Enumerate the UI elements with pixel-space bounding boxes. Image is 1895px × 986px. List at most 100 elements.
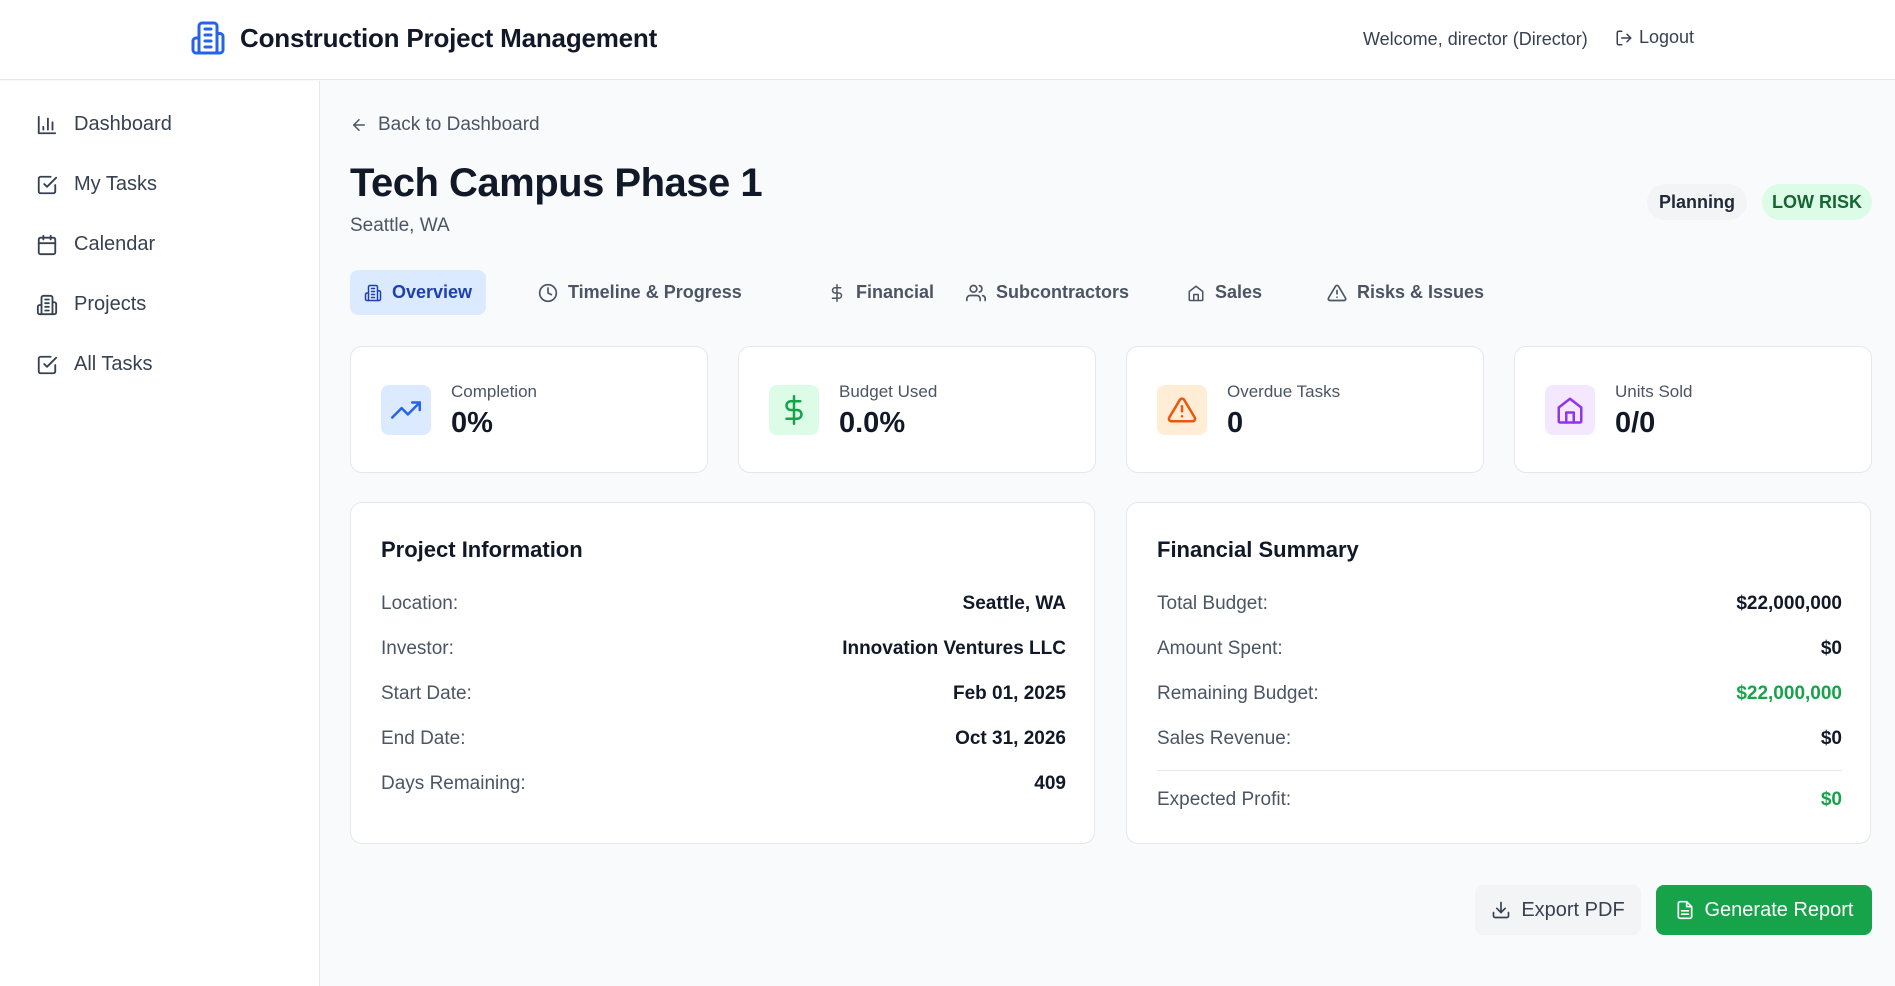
app-title: Construction Project Management (240, 22, 658, 53)
sidebar-item-calendar[interactable]: Calendar (36, 233, 155, 256)
tab-label: Subcontractors (996, 282, 1130, 302)
dollar-icon (828, 283, 846, 303)
dollar-icon (769, 385, 819, 435)
status-badge: Planning (1647, 184, 1747, 220)
back-label: Back to Dashboard (378, 114, 540, 135)
warning-icon (1327, 283, 1347, 303)
info-row-location: Location: Seattle, WA (381, 593, 1066, 615)
info-label: Start Date: (381, 683, 472, 704)
sidebar: Dashboard My Tasks Calendar Projects All… (0, 81, 320, 986)
card-title: Financial Summary (1157, 537, 1359, 562)
finance-label: Total Budget: (1157, 593, 1268, 614)
home-icon (1187, 284, 1205, 302)
info-label: Days Remaining: (381, 773, 526, 794)
tab-risks-issues[interactable]: Risks & Issues (1327, 270, 1484, 315)
building-icon (364, 284, 382, 302)
stat-card-completion: Completion 0% (350, 346, 708, 473)
finance-value: $22,000,000 (1736, 683, 1842, 704)
back-to-dashboard-link[interactable]: Back to Dashboard (350, 114, 540, 136)
finance-value: $0 (1820, 728, 1842, 749)
generate-report-button[interactable]: Generate Report (1656, 885, 1872, 935)
trending-up-icon (381, 385, 431, 435)
info-value: Feb 01, 2025 (952, 683, 1066, 704)
building-icon (190, 18, 226, 58)
stat-card-overdue-tasks: Overdue Tasks 0 (1126, 346, 1484, 473)
file-text-icon (1675, 900, 1695, 920)
tab-label: Risks & Issues (1357, 282, 1485, 302)
building-icon (36, 294, 58, 316)
finance-label: Amount Spent: (1157, 638, 1283, 659)
warning-icon (1157, 385, 1207, 435)
stat-card-budget-used: Budget Used 0.0% (738, 346, 1096, 473)
info-row-investor: Investor: Innovation Ventures LLC (381, 638, 1066, 660)
tab-bar: Overview Timeline & Progress Financial S… (350, 270, 1890, 315)
sidebar-item-my-tasks[interactable]: My Tasks (36, 173, 157, 196)
tab-financial[interactable]: Financial (828, 270, 934, 315)
divider (1157, 770, 1842, 771)
main-content: Back to Dashboard Tech Campus Phase 1 Se… (320, 81, 1895, 986)
project-information-card: Project Information Location: Seattle, W… (350, 502, 1095, 844)
sidebar-item-label: My Tasks (74, 173, 157, 195)
tab-overview[interactable]: Overview (350, 270, 487, 315)
sidebar-item-dashboard[interactable]: Dashboard (36, 113, 172, 136)
check-square-icon (36, 174, 58, 196)
finance-row-sales-revenue: Sales Revenue: $0 (1157, 728, 1842, 750)
info-row-end-date: End Date: Oct 31, 2026 (381, 728, 1066, 750)
finance-value: $22,000,000 (1736, 593, 1842, 614)
info-row-start-date: Start Date: Feb 01, 2025 (381, 683, 1066, 705)
finance-row-remaining-budget: Remaining Budget: $22,000,000 (1157, 683, 1842, 705)
stat-value: 0 (1227, 407, 1244, 439)
tab-label: Timeline & Progress (568, 282, 742, 302)
clock-icon (538, 283, 558, 303)
sidebar-item-all-tasks[interactable]: All Tasks (36, 353, 153, 376)
sidebar-item-label: All Tasks (74, 353, 153, 375)
page-title: Tech Campus Phase 1 (350, 161, 763, 205)
tab-label: Overview (392, 282, 473, 302)
tab-timeline-progress[interactable]: Timeline & Progress (538, 270, 742, 315)
info-value: Oct 31, 2026 (955, 728, 1066, 749)
info-row-days-remaining: Days Remaining: 409 (381, 773, 1066, 795)
check-square-icon (36, 354, 58, 376)
stat-label: Units Sold (1615, 382, 1693, 401)
tab-subcontractors[interactable]: Subcontractors (966, 270, 1129, 315)
tab-label: Sales (1215, 282, 1263, 302)
stat-card-units-sold: Units Sold 0/0 (1514, 346, 1872, 473)
financial-summary-card: Financial Summary Total Budget: $22,000,… (1126, 502, 1871, 844)
finance-value: $0 (1820, 638, 1842, 659)
finance-value: $0 (1820, 789, 1842, 810)
info-label: Investor: (381, 638, 454, 659)
export-label: Export PDF (1521, 898, 1625, 921)
arrow-left-icon (350, 116, 368, 134)
info-label: End Date: (381, 728, 466, 749)
stat-value: 0/0 (1615, 407, 1656, 439)
info-value: 409 (1034, 773, 1066, 794)
page-subtitle: Seattle, WA (350, 215, 450, 236)
export-pdf-button[interactable]: Export PDF (1475, 885, 1641, 935)
tab-label: Financial (856, 282, 935, 302)
info-label: Location: (381, 593, 459, 614)
download-icon (1491, 900, 1511, 920)
bar-chart-icon (36, 114, 58, 136)
stat-label: Budget Used (839, 382, 938, 401)
stat-label: Overdue Tasks (1227, 382, 1341, 401)
calendar-icon (36, 234, 58, 256)
stat-value: 0.0% (839, 407, 906, 439)
report-label: Generate Report (1704, 898, 1854, 921)
welcome-text: Welcome, director (Director) (1363, 29, 1588, 49)
finance-label: Sales Revenue: (1157, 728, 1292, 749)
info-value: Innovation Ventures LLC (842, 638, 1066, 659)
stat-value: 0% (451, 407, 493, 439)
top-header: Construction Project Management Welcome,… (0, 0, 1895, 80)
tab-sales[interactable]: Sales (1187, 270, 1262, 315)
finance-label: Remaining Budget: (1157, 683, 1319, 704)
logout-button[interactable]: Logout (1615, 27, 1694, 48)
brand: Construction Project Management (190, 18, 657, 58)
sidebar-item-label: Calendar (74, 233, 156, 255)
logout-icon (1615, 29, 1633, 47)
stat-label: Completion (451, 382, 537, 401)
finance-row-amount-spent: Amount Spent: $0 (1157, 638, 1842, 660)
sidebar-item-projects[interactable]: Projects (36, 293, 146, 316)
sidebar-item-label: Projects (74, 293, 147, 315)
finance-label: Expected Profit: (1157, 789, 1292, 810)
card-title: Project Information (381, 537, 583, 562)
